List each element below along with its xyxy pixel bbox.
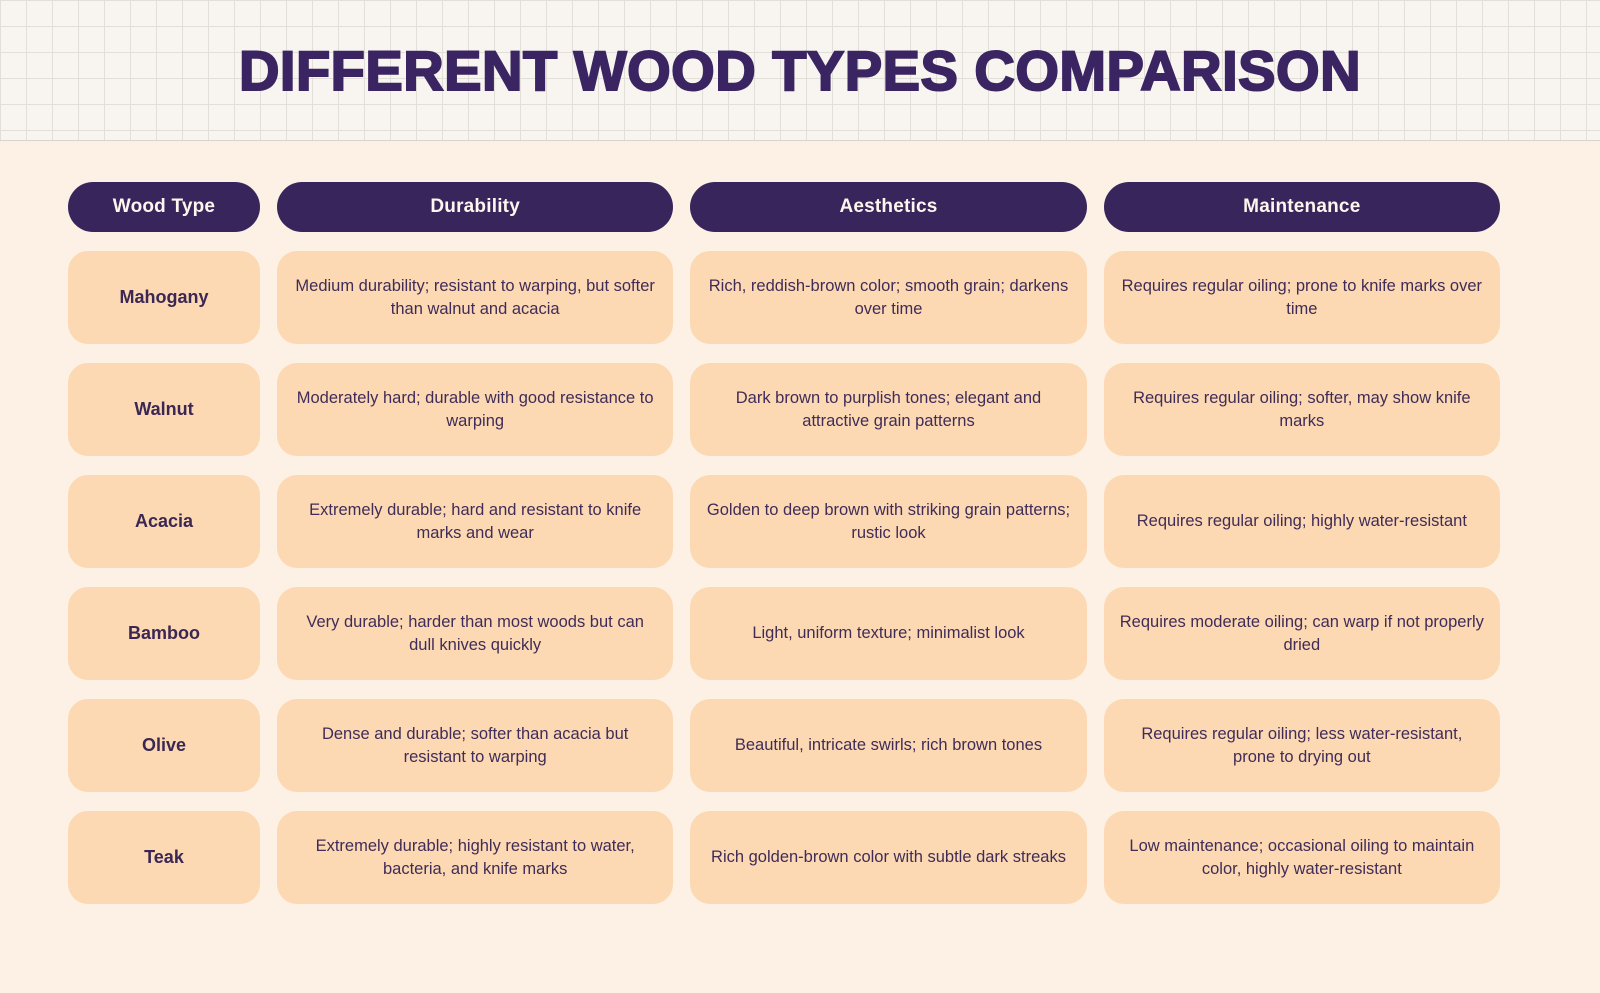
durability-cell: Moderately hard; durable with good resis…: [277, 363, 674, 456]
maintenance-cell: Requires moderate oiling; can warp if no…: [1103, 587, 1500, 680]
aesthetics-cell: Light, uniform texture; minimalist look: [690, 587, 1087, 680]
aesthetics-cell: Golden to deep brown with striking grain…: [690, 475, 1087, 568]
wood-name-cell: Olive: [68, 699, 260, 792]
column-header-wood-type: Wood Type: [68, 182, 260, 232]
aesthetics-cell: Rich, reddish-brown color; smooth grain;…: [690, 251, 1087, 344]
aesthetics-cell: Dark brown to purplish tones; elegant an…: [690, 363, 1087, 456]
column-header-durability: Durability: [277, 182, 674, 232]
aesthetics-cell: Rich golden-brown color with subtle dark…: [690, 811, 1087, 904]
durability-cell: Medium durability; resistant to warping,…: [277, 251, 674, 344]
wood-name-cell: Mahogany: [68, 251, 260, 344]
page-title: DIFFERENT WOOD TYPES COMPARISON: [238, 38, 1362, 103]
maintenance-cell: Requires regular oiling; highly water-re…: [1103, 475, 1500, 568]
column-header-aesthetics: Aesthetics: [690, 182, 1087, 232]
column-header-maintenance: Maintenance: [1103, 182, 1500, 232]
wood-name-cell: Bamboo: [68, 587, 260, 680]
durability-cell: Very durable; harder than most woods but…: [277, 587, 674, 680]
wood-name-cell: Teak: [68, 811, 260, 904]
durability-cell: Extremely durable; highly resistant to w…: [277, 811, 674, 904]
durability-cell: Dense and durable; softer than acacia bu…: [277, 699, 674, 792]
maintenance-cell: Requires regular oiling; less water-resi…: [1103, 699, 1500, 792]
title-band: DIFFERENT WOOD TYPES COMPARISON: [0, 0, 1600, 141]
table-area: Wood Type Durability Aesthetics Maintena…: [0, 141, 1600, 904]
maintenance-cell: Requires regular oiling; softer, may sho…: [1103, 363, 1500, 456]
durability-cell: Extremely durable; hard and resistant to…: [277, 475, 674, 568]
comparison-table: Wood Type Durability Aesthetics Maintena…: [68, 182, 1500, 904]
maintenance-cell: Requires regular oiling; prone to knife …: [1103, 251, 1500, 344]
maintenance-cell: Low maintenance; occasional oiling to ma…: [1103, 811, 1500, 904]
wood-name-cell: Walnut: [68, 363, 260, 456]
aesthetics-cell: Beautiful, intricate swirls; rich brown …: [690, 699, 1087, 792]
wood-name-cell: Acacia: [68, 475, 260, 568]
